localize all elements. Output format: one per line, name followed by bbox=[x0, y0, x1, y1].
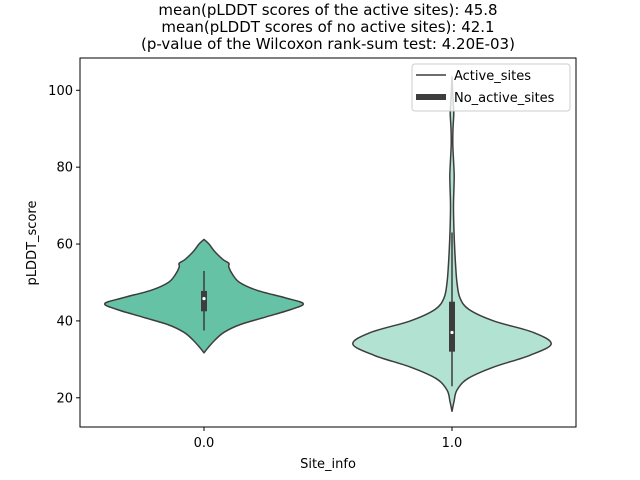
legend-box bbox=[411, 63, 571, 112]
y-tick-label: 60 bbox=[56, 238, 73, 253]
violin-iqr-box bbox=[449, 301, 455, 352]
y-tick-label: 80 bbox=[56, 161, 73, 176]
violin-0.0 bbox=[104, 238, 304, 354]
y-tick-label: 40 bbox=[56, 314, 73, 329]
legend-label-no-active-sites: No_active_sites bbox=[454, 91, 555, 106]
x-tick-label: 0.0 bbox=[194, 436, 215, 451]
legend-label-active-sites: Active_sites bbox=[454, 69, 531, 84]
x-axis-label: Site_info bbox=[300, 457, 356, 472]
violin-median-point bbox=[450, 330, 454, 335]
violin-iqr-box bbox=[201, 290, 207, 312]
violin-median-point bbox=[202, 297, 206, 301]
legend: Active_sites No_active_sites bbox=[411, 63, 571, 112]
chart-title: mean(pLDDT scores of the active sites): … bbox=[141, 1, 515, 53]
y-axis-label: pLDDT_score bbox=[25, 201, 40, 286]
y-tick-label: 20 bbox=[56, 391, 73, 406]
title-line-3: (p-value of the Wilcoxon rank-sum test: … bbox=[141, 35, 515, 53]
title-line-2: mean(pLDDT scores of no active sites): 4… bbox=[161, 18, 494, 36]
plot-area bbox=[79, 57, 577, 428]
x-tick-label: 1.0 bbox=[442, 436, 463, 451]
y-axis-ticks: 20 40 60 80 100 bbox=[48, 84, 80, 406]
title-line-1: mean(pLDDT scores of the active sites): … bbox=[158, 1, 497, 19]
y-tick-label: 100 bbox=[48, 84, 73, 99]
x-axis-ticks: 0.0 1.0 bbox=[194, 427, 463, 451]
